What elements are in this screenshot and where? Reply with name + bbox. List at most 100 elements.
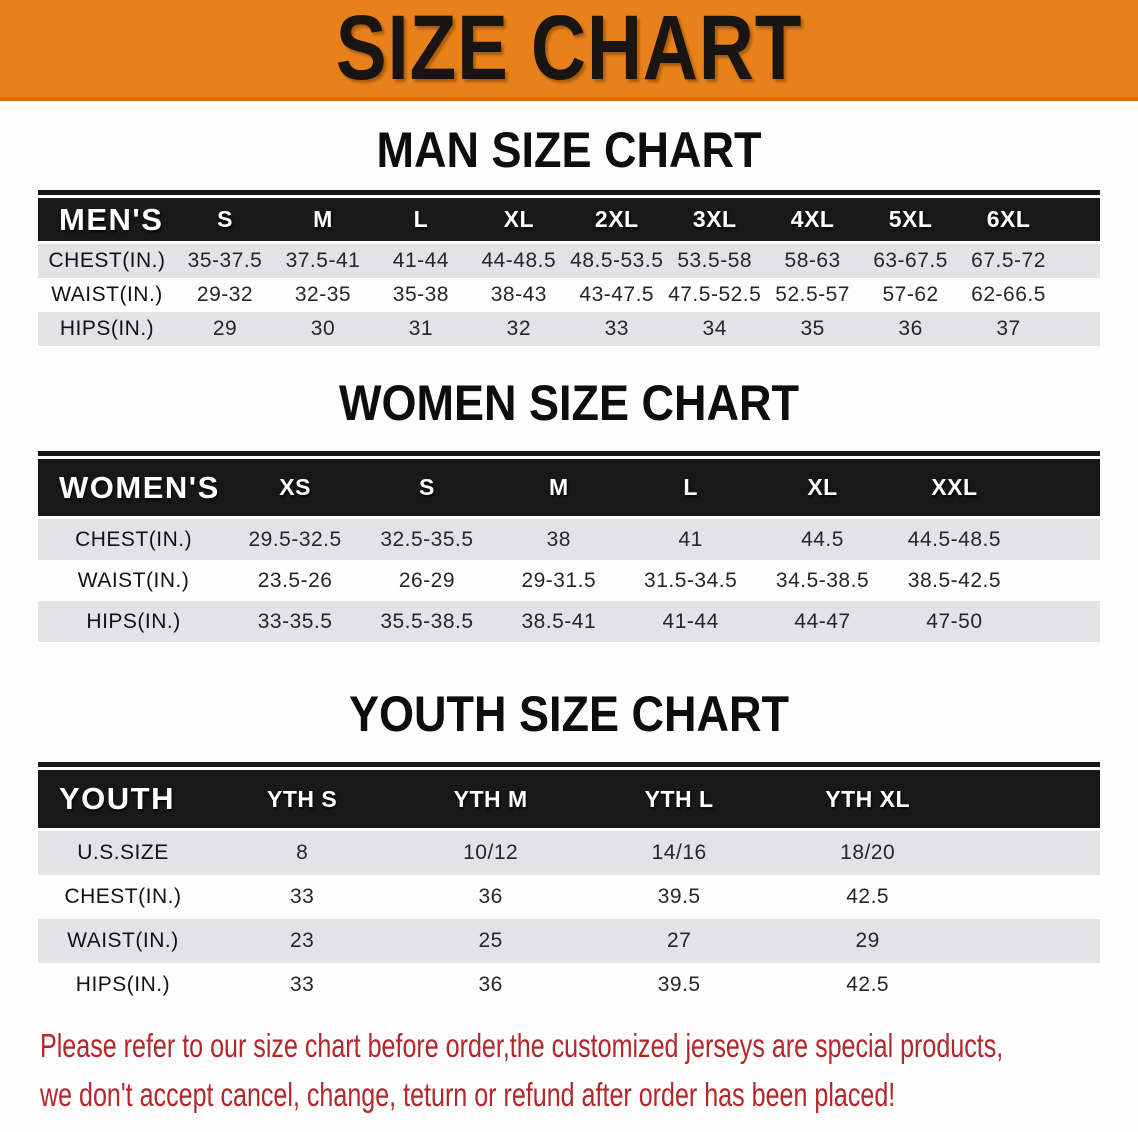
column-header: YTH XL — [773, 770, 962, 831]
size-value: 29 — [773, 919, 962, 963]
column-header: L — [624, 459, 757, 519]
row-label: WAIST(IN.) — [51, 283, 163, 306]
column-header: L — [371, 198, 470, 244]
row-spacer — [962, 875, 1100, 919]
size-value: 53.5-58 — [665, 244, 764, 278]
women-section-heading: WOMEN SIZE CHART — [339, 375, 799, 431]
women-size-table: WOMEN'S XS S M L XL XXL CHEST(IN.) 29.5-32.5 32.5… — [38, 459, 1100, 642]
size-value: 43-47.5 — [579, 283, 655, 306]
size-value: 38.5-41 — [492, 601, 625, 642]
column-header: 2XL — [567, 198, 666, 244]
row-spacer — [1020, 560, 1100, 601]
size-value: 34.5-38.5 — [775, 568, 870, 592]
column-header: XL — [469, 198, 568, 244]
size-value: 47.5-52.5 — [668, 283, 762, 306]
size-value: 62-66.5 — [971, 283, 1046, 306]
size-value: 41-44 — [624, 601, 757, 642]
size-value: 26-29 — [398, 568, 456, 592]
size-value: 8 — [207, 831, 397, 875]
banner: SIZE CHART — [0, 0, 1138, 101]
column-header: XS — [229, 459, 362, 519]
size-value: 10/12 — [396, 831, 585, 875]
table-header-row: MEN'S S M L XL 2XL 3XL 4XL 5XL 6XL — [38, 198, 1100, 244]
disclaimer-line-1: Please refer to our size chart before or… — [40, 1027, 1004, 1064]
row-spacer — [1058, 278, 1100, 312]
table-corner-label: WOMEN'S — [38, 459, 230, 519]
size-value: 33 — [567, 312, 666, 346]
size-value: 48.5-53.5 — [567, 244, 666, 278]
row-spacer — [1020, 519, 1100, 560]
size-value: 39.5 — [657, 885, 701, 908]
section-youth: YOUTH SIZE CHART YOUTH YTH S YTH M YTH L YTH… — [0, 686, 1138, 1007]
youth-section-heading: YOUTH SIZE CHART — [348, 686, 790, 742]
men-size-table-wrap: MEN'S S M L XL 2XL 3XL 4XL 5XL 6XL CHEST(IN.) 35-37… — [38, 190, 1100, 346]
youth-size-table: YOUTH YTH S YTH M YTH L YTH XL U.S.SIZE 8 10/12… — [38, 770, 1100, 1007]
size-value: 33 — [289, 973, 315, 996]
row-label: U.S.SIZE — [38, 831, 208, 875]
row-spacer — [961, 831, 1100, 875]
disclaimer: Please refer to our size chart before or… — [40, 1025, 1138, 1117]
men-section-heading: MAN SIZE CHART — [376, 122, 762, 178]
column-header: YTH S — [207, 770, 397, 831]
column-header: YTH L — [584, 770, 774, 831]
table-header-row: YOUTH YTH S YTH M YTH L YTH XL — [38, 770, 1100, 831]
size-value: 18/20 — [773, 831, 962, 875]
row-label: HIPS(IN.) — [38, 312, 177, 346]
page-title: SIZE CHART — [335, 0, 803, 99]
men-size-table: MEN'S S M L XL 2XL 3XL 4XL 5XL 6XL CHEST(IN.) 35-37… — [38, 198, 1100, 346]
table-row: CHEST(IN.) 29.5-32.5 32.5-35.5 38 41 44.5 44.5… — [38, 519, 1100, 560]
table-header-row: WOMEN'S XS S M L XL XXL — [38, 459, 1100, 519]
row-label: HIPS(IN.) — [38, 601, 230, 642]
table-corner-label: YOUTH — [38, 770, 208, 831]
column-header: 6XL — [959, 198, 1058, 244]
table-row: CHEST(IN.) 33 36 39.5 42.5 — [38, 875, 1100, 919]
table-row: HIPS(IN.) 33 36 39.5 42.5 — [38, 963, 1100, 1007]
header-spacer — [1020, 459, 1100, 519]
size-value: 57-62 — [882, 283, 939, 306]
size-value: 36 — [478, 973, 503, 996]
size-value: 32.5-35.5 — [361, 519, 493, 560]
size-value: 35 — [763, 312, 862, 346]
size-value: 29 — [176, 312, 274, 346]
size-value: 42.5 — [846, 885, 890, 908]
row-label: WAIST(IN.) — [38, 919, 208, 963]
size-value: 44.5-48.5 — [888, 519, 1021, 560]
column-header: YTH M — [396, 770, 585, 831]
row-spacer — [961, 919, 1100, 963]
size-value: 52.5-57 — [775, 283, 850, 306]
size-value: 29-32 — [196, 283, 254, 306]
size-value: 23 — [207, 919, 397, 963]
disclaimer-line-2: we don't accept cancel, change, teturn o… — [40, 1075, 896, 1113]
row-label: CHEST(IN.) — [38, 244, 177, 278]
size-value: 67.5-72 — [959, 244, 1058, 278]
table-row: CHEST(IN.) 35-37.5 37.5-41 41-44 44-48.5 48.5… — [38, 244, 1100, 278]
section-men: MAN SIZE CHART MEN'S S M L XL 2XL 3XL 4XL 5XL 6XL… — [0, 122, 1138, 346]
size-value: 41-44 — [371, 244, 470, 278]
size-value: 14/16 — [584, 831, 774, 875]
size-value: 37.5-41 — [273, 244, 372, 278]
size-value: 35-38 — [392, 283, 449, 306]
table-row: WAIST(IN.) 23 25 27 29 — [38, 919, 1100, 963]
women-size-table-wrap: WOMEN'S XS S M L XL XXL CHEST(IN.) 29.5-32.5 32.5… — [38, 451, 1100, 642]
size-value: 31.5-34.5 — [644, 568, 738, 592]
size-value: 38 — [492, 519, 625, 560]
size-value: 33 — [289, 885, 315, 908]
size-value: 27 — [584, 919, 774, 963]
section-women: WOMEN SIZE CHART WOMEN'S XS S M L XL XXL CHEST(… — [0, 375, 1138, 642]
column-header: M — [492, 459, 625, 519]
header-spacer — [1057, 198, 1100, 244]
row-spacer — [1020, 601, 1100, 642]
size-value: 31 — [371, 312, 470, 346]
row-label: WAIST(IN.) — [77, 568, 190, 592]
column-header: M — [273, 198, 372, 244]
size-value: 23.5-26 — [257, 568, 333, 592]
size-value: 30 — [273, 312, 372, 346]
size-value: 32-35 — [294, 283, 352, 306]
size-value: 34 — [665, 312, 764, 346]
row-label: CHEST(IN.) — [64, 885, 182, 908]
size-value: 35.5-38.5 — [361, 601, 493, 642]
youth-size-table-wrap: YOUTH YTH S YTH M YTH L YTH XL U.S.SIZE 8 10/12… — [38, 762, 1100, 1007]
column-header: 4XL — [763, 198, 862, 244]
size-value: 37 — [959, 312, 1058, 346]
